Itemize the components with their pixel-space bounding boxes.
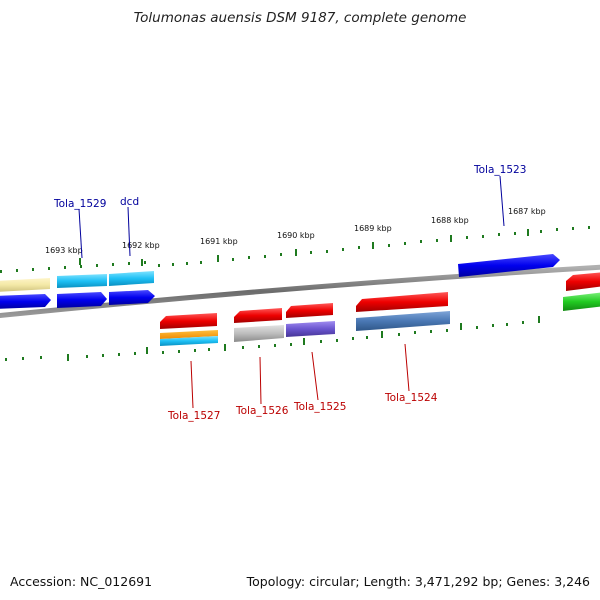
connector-tola-1524 bbox=[404, 343, 410, 392]
map-title: Tolumonas auensis DSM 9187, complete gen… bbox=[133, 10, 467, 26]
label-tola-1525[interactable]: Tola_1525 bbox=[293, 401, 346, 413]
gene-tola-1526-a[interactable] bbox=[234, 308, 282, 323]
gene-labels: Tola_1529 dcd Tola_1523 Tola_1527 Tola_1… bbox=[53, 164, 526, 422]
gene-tola-1523[interactable] bbox=[458, 254, 560, 277]
connector-tola-1523 bbox=[499, 175, 505, 227]
gene-tola-1524-b[interactable] bbox=[356, 311, 450, 331]
genome-stats-text: Topology: circular; Length: 3,471,292 bp… bbox=[246, 574, 590, 589]
tick-label-1690: 1690 kbp bbox=[277, 231, 315, 240]
label-tola-1527[interactable]: Tola_1527 bbox=[167, 410, 220, 422]
connector-tola-1526 bbox=[259, 356, 262, 405]
label-tola-1526[interactable]: Tola_1526 bbox=[235, 405, 289, 417]
gene-dcd-b[interactable] bbox=[109, 290, 155, 305]
gene-tola-1527-c[interactable] bbox=[160, 336, 218, 346]
tick-labels: 1693 kbp 1692 kbp 1691 kbp 1690 kbp 1689… bbox=[45, 207, 546, 255]
gene-red-right[interactable] bbox=[566, 272, 600, 291]
gene-tola-1529-b[interactable] bbox=[57, 292, 107, 308]
gene-tola-1524-a[interactable] bbox=[356, 292, 448, 312]
accession-text: Accession: NC_012691 bbox=[10, 574, 153, 589]
lower-strand-genes bbox=[160, 292, 450, 346]
connector-tola-1529 bbox=[78, 208, 83, 259]
label-tola-1523[interactable]: Tola_1523 bbox=[473, 164, 526, 176]
gene-tola-1526-b[interactable] bbox=[234, 325, 284, 342]
connector-tola-1527 bbox=[190, 360, 194, 409]
connector-tola-1525 bbox=[311, 351, 319, 401]
tick-label-1692: 1692 kbp bbox=[122, 241, 160, 250]
tick-label-1687: 1687 kbp bbox=[508, 207, 546, 216]
gene-tola-1527-a[interactable] bbox=[160, 313, 217, 329]
label-tola-1524[interactable]: Tola_1524 bbox=[384, 392, 438, 404]
gene-dcd-a[interactable] bbox=[109, 271, 154, 286]
connector-dcd bbox=[127, 206, 131, 257]
gene-blue-left[interactable] bbox=[0, 294, 51, 309]
tick-label-1688: 1688 kbp bbox=[431, 216, 469, 225]
gene-green-right[interactable] bbox=[563, 292, 600, 311]
gene-yellow[interactable] bbox=[0, 278, 50, 292]
outer-tick-ring bbox=[0, 226, 590, 273]
genome-backbone bbox=[0, 264, 600, 319]
label-tola-1529[interactable]: Tola_1529 bbox=[53, 198, 106, 210]
upper-strand-genes bbox=[0, 254, 600, 311]
tick-label-1689: 1689 kbp bbox=[354, 224, 392, 233]
inner-tick-ring bbox=[5, 316, 540, 361]
gene-tola-1529-a[interactable] bbox=[57, 274, 107, 288]
label-dcd[interactable]: dcd bbox=[120, 196, 139, 208]
gene-tola-1525-b[interactable] bbox=[286, 321, 335, 337]
label-connectors bbox=[78, 175, 505, 409]
tick-label-1693: 1693 kbp bbox=[45, 246, 83, 255]
tick-label-1691: 1691 kbp bbox=[200, 237, 238, 246]
gene-tola-1525-a[interactable] bbox=[286, 303, 333, 318]
